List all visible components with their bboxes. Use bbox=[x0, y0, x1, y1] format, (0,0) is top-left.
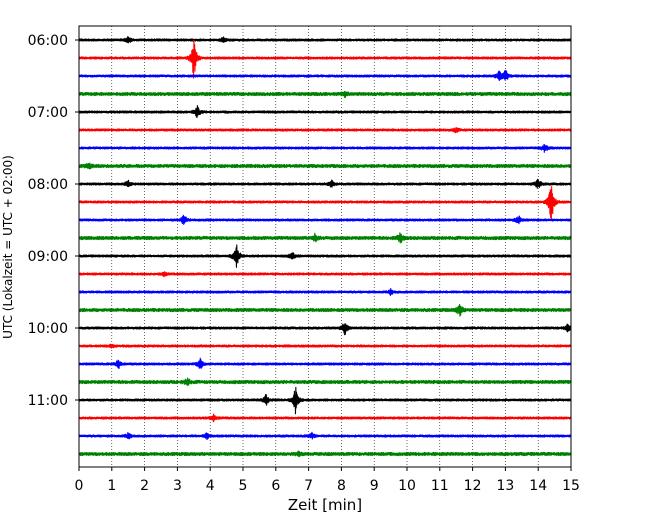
x-tick-label-10: 10 bbox=[398, 478, 416, 494]
y-tick-label-0: 06:00 bbox=[28, 33, 68, 49]
x-tick-label-0: 0 bbox=[75, 478, 84, 494]
x-tick-label-6: 6 bbox=[271, 478, 280, 494]
trace-0845 bbox=[78, 232, 572, 244]
trace-1015 bbox=[78, 343, 572, 349]
trace-0700 bbox=[78, 105, 572, 118]
trace-1030 bbox=[78, 357, 572, 369]
trace-0745 bbox=[78, 162, 572, 170]
trace-0645 bbox=[78, 90, 572, 99]
x-tick-label-11: 11 bbox=[431, 478, 449, 494]
trace-0715 bbox=[78, 126, 572, 134]
trace-0630 bbox=[78, 70, 572, 82]
x-tick-label-7: 7 bbox=[304, 478, 313, 494]
trace-0945 bbox=[78, 303, 572, 317]
trace-0830 bbox=[78, 214, 572, 225]
y-tick-label-2: 08:00 bbox=[28, 177, 68, 193]
trace-1100 bbox=[78, 386, 572, 415]
x-tick-label-15: 15 bbox=[562, 478, 580, 494]
trace-0930 bbox=[78, 287, 572, 297]
trace-0600 bbox=[78, 35, 572, 44]
y-tick-label-4: 10:00 bbox=[28, 321, 68, 337]
x-tick-label-2: 2 bbox=[140, 478, 149, 494]
y-axis-ticks: 06:00 07:00 08:00 09:00 10:00 11:00 bbox=[28, 33, 79, 409]
seismogram-traces bbox=[78, 35, 572, 458]
x-tick-label-4: 4 bbox=[206, 478, 215, 494]
trace-0615 bbox=[78, 39, 572, 79]
x-tick-label-5: 5 bbox=[239, 478, 248, 494]
y-tick-label-3: 09:00 bbox=[28, 249, 68, 265]
trace-0815 bbox=[78, 186, 572, 219]
x-tick-label-3: 3 bbox=[173, 478, 182, 494]
y-tick-label-1: 07:00 bbox=[28, 105, 68, 121]
x-tick-label-13: 13 bbox=[496, 478, 514, 494]
trace-0915 bbox=[78, 271, 572, 278]
x-axis-label: Zeit [min] bbox=[288, 496, 362, 514]
trace-1000 bbox=[78, 323, 572, 336]
x-tick-label-12: 12 bbox=[464, 478, 482, 494]
trace-1145 bbox=[78, 450, 572, 458]
x-tick-label-8: 8 bbox=[337, 478, 346, 494]
trace-1045 bbox=[78, 377, 572, 387]
trace-0800 bbox=[78, 178, 572, 189]
x-axis-ticks: 0 1 2 3 4 5 6 7 8 9 10 11 12 13 14 15 bbox=[75, 467, 580, 494]
y-tick-label-5: 11:00 bbox=[28, 393, 68, 409]
trace-1130 bbox=[78, 431, 572, 440]
trace-0900 bbox=[78, 244, 572, 268]
x-tick-label-9: 9 bbox=[370, 478, 379, 494]
x-tick-label-1: 1 bbox=[107, 478, 116, 494]
y-axis-label: UTC (Lokalzeit = UTC + 02:00) bbox=[1, 155, 15, 339]
x-tick-label-14: 14 bbox=[529, 478, 547, 494]
trace-1115 bbox=[78, 413, 572, 423]
plot-frame bbox=[78, 25, 572, 468]
trace-0730 bbox=[78, 143, 572, 153]
